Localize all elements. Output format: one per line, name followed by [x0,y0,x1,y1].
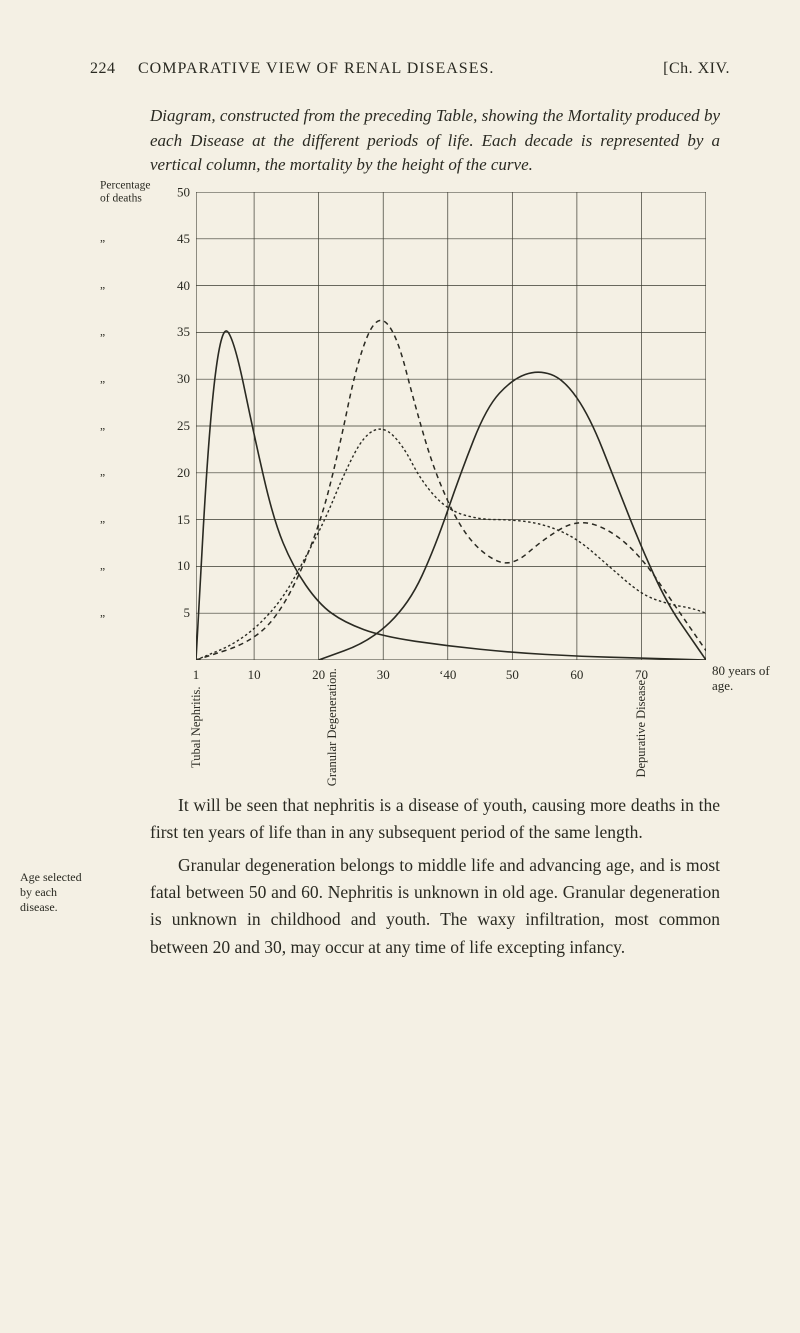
figure-caption: Diagram, constructed from the preceding … [150,104,720,178]
body-paragraph: Granular degeneration belongs to middle … [150,852,720,961]
y-tick-value: 30 [168,371,190,387]
y-tick-value: 45 [168,231,190,247]
series-name: Tubal Nephritis. [189,686,203,768]
y-tick-value: 5 [168,605,190,621]
y-tick-label: „ [100,420,105,433]
running-title: COMPARATIVE VIEW OF RENAL DISEASES. [138,60,494,77]
y-tick-value: 10 [168,558,190,574]
y-tick-label: „ [100,326,105,339]
x-tick-value: 1 [193,667,200,683]
margin-note: Age selected by each disease. [20,870,90,915]
series-name: Granular Degeneration. [324,668,338,786]
mortality-chart: „5„10„15„20„25„30„35„40„45Percentage of … [100,192,720,752]
y-tick-value: 20 [168,465,190,481]
x-tick-value: 30 [377,667,390,683]
x-axis-end-label: 80 years of age. [712,664,782,694]
y-tick-label: „ [100,466,105,479]
y-tick-label: „ [100,513,105,526]
x-tick-value: ‘40 [439,667,456,683]
y-tick-label: „ [100,607,105,620]
body-text: It will be seen that nephritis is a dise… [150,792,720,961]
body-paragraph: It will be seen that nephritis is a dise… [150,792,720,846]
y-tick-label: „ [100,373,105,386]
y-tick-label: „ [100,232,105,245]
chapter-label: [Ch. XIV. [663,60,730,78]
x-tick-value: 50 [506,667,519,683]
y-tick-label: Percentage of deaths [100,179,160,204]
y-tick-value: 15 [168,512,190,528]
y-tick-value: 25 [168,418,190,434]
chart-svg [196,192,706,660]
x-tick-value: 20 [312,667,325,683]
x-tick-value: 10 [248,667,261,683]
y-tick-label: „ [100,279,105,292]
series-name: Depurative Disease. [634,677,648,778]
y-tick-value: 35 [168,324,190,340]
y-tick-value: 40 [168,278,190,294]
series-labels: Tubal Nephritis.Granular Degeneration.De… [196,692,706,742]
x-tick-value: 60 [570,667,583,683]
y-axis-labels: „5„10„15„20„25„30„35„40„45Percentage of … [100,192,190,752]
y-tick-value: 50 [168,184,190,200]
x-axis-labels: 1102030‘40506070 [196,667,706,687]
y-tick-label: „ [100,560,105,573]
page-number: 224 [90,60,116,77]
